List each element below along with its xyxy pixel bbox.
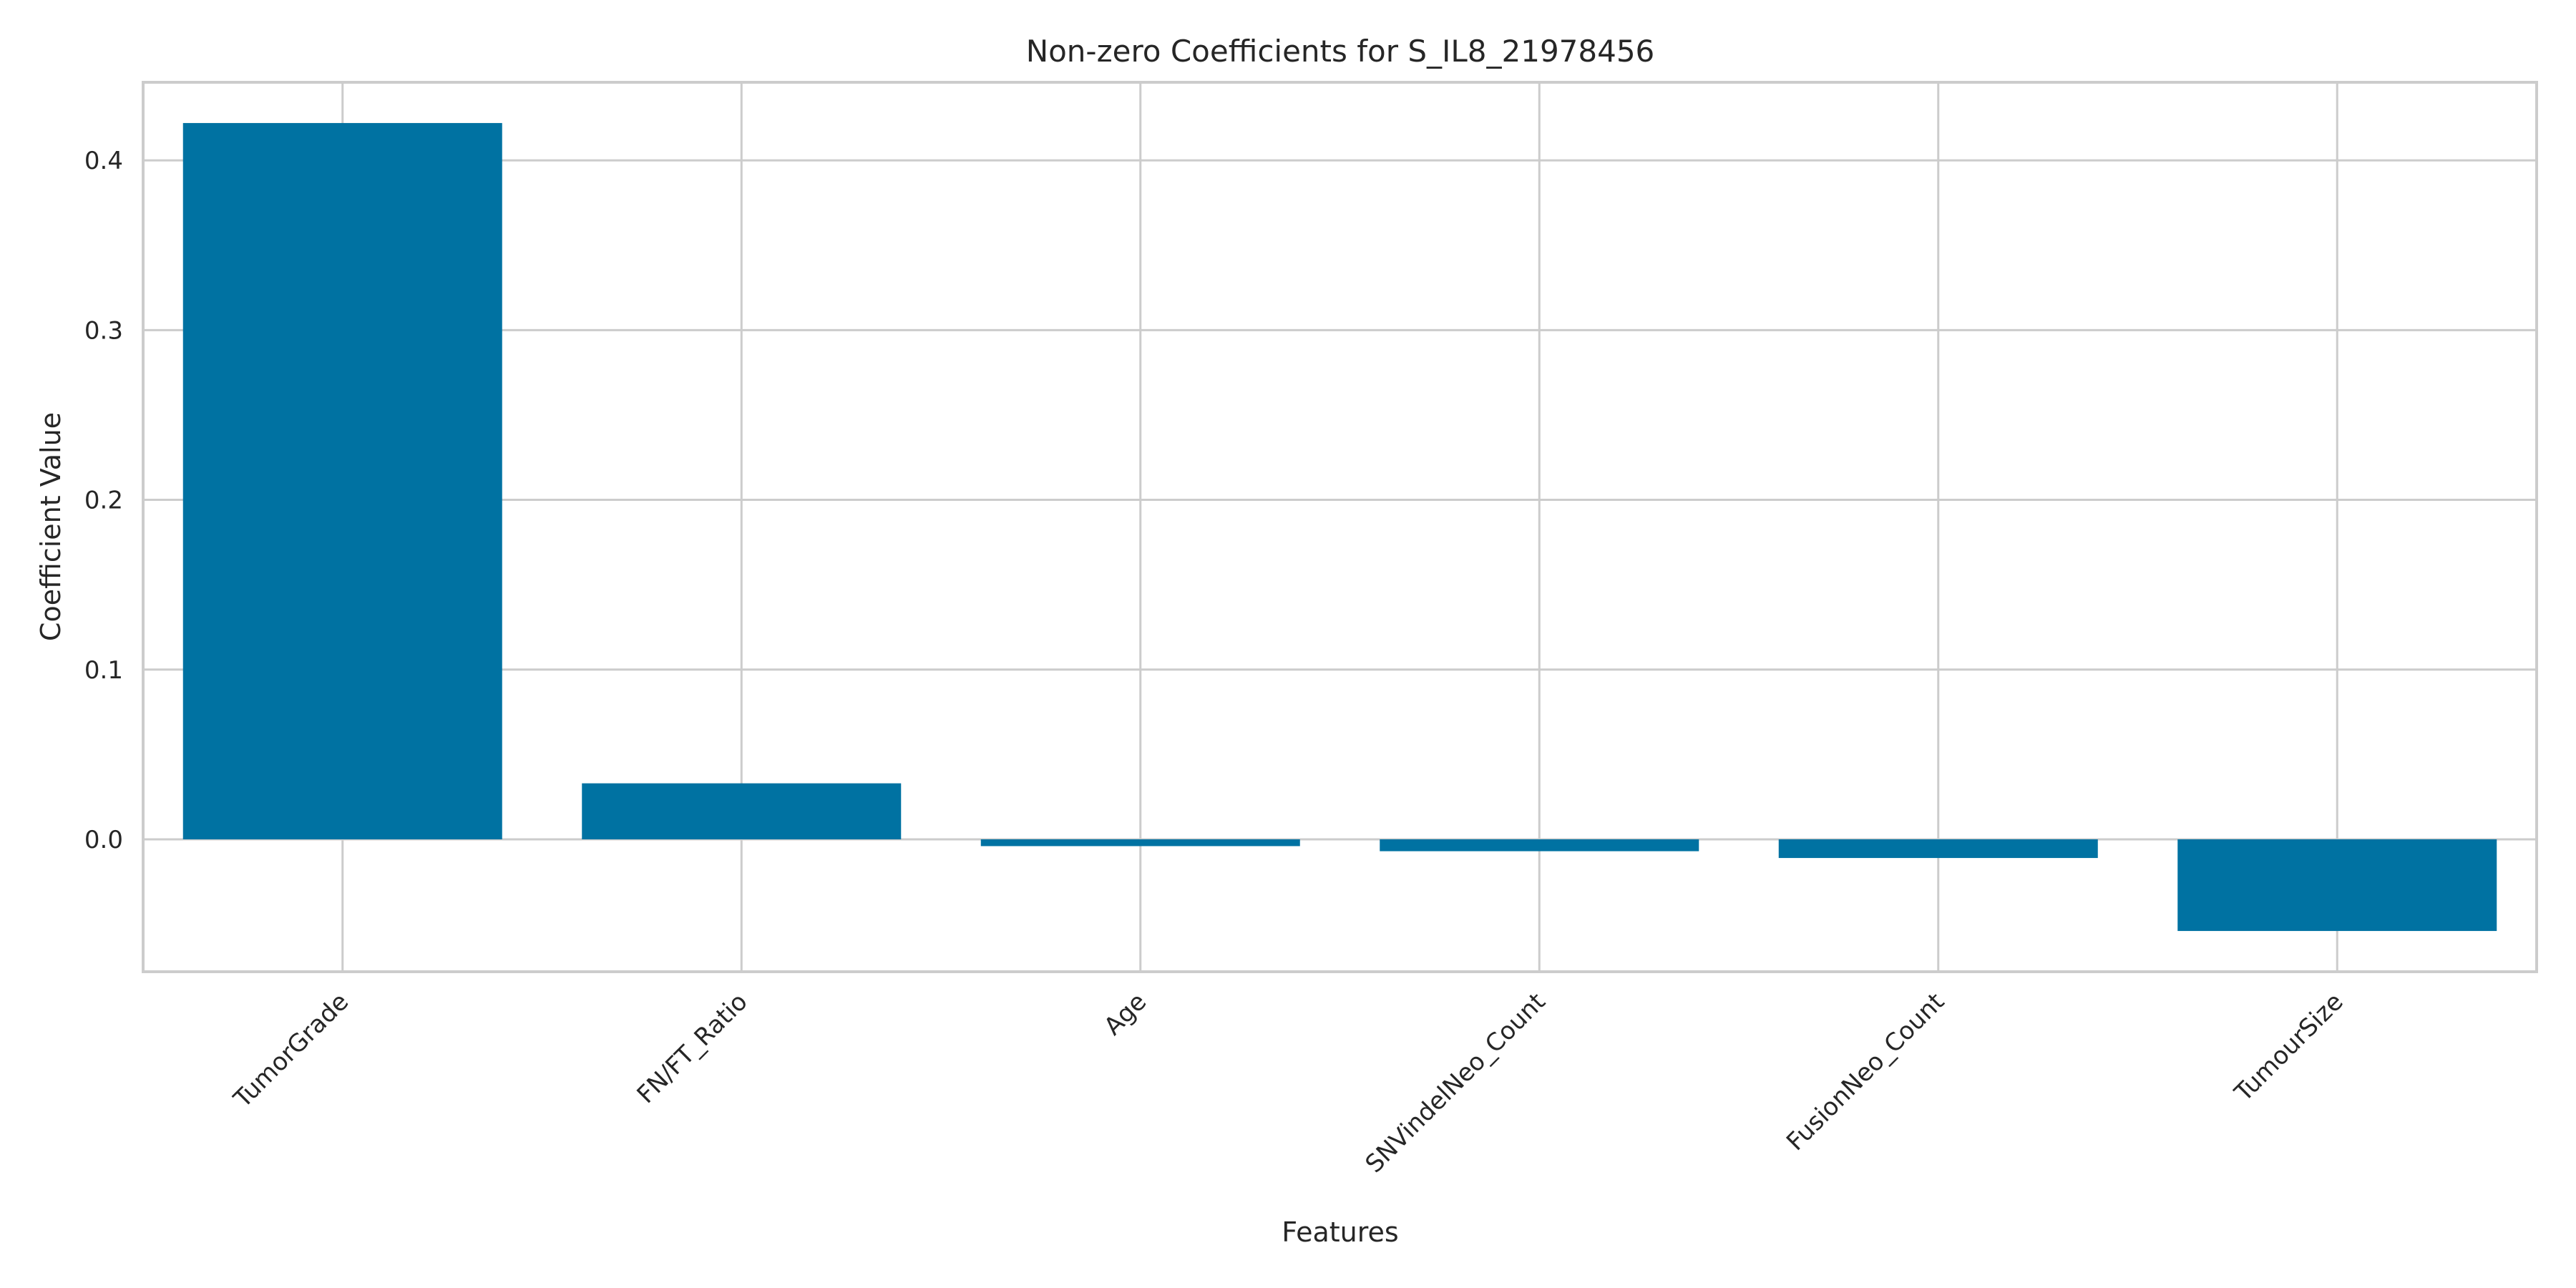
bars-layer (182, 122, 2497, 932)
y-tick-label: 0.4 (84, 147, 123, 175)
bar (582, 783, 902, 839)
y-tick-label: 0.0 (84, 826, 123, 854)
bar (980, 839, 1300, 847)
chart-title: Non-zero Coefficients for S_IL8_21978456 (1026, 34, 1655, 69)
plot-frame (142, 81, 2538, 973)
grid-layer (143, 82, 2537, 972)
bar (1380, 839, 1699, 852)
bar (182, 122, 502, 839)
x-axis-label: Features (1282, 1216, 1398, 1248)
y-tick-label: 0.2 (84, 487, 123, 515)
bar (2177, 839, 2497, 932)
bar (1778, 839, 2098, 859)
y-axis-label: Coefficient Value (35, 412, 67, 641)
y-tick-label: 0.3 (84, 316, 123, 345)
y-tick-label: 0.1 (84, 656, 123, 685)
y-tick-labels: 0.0 0.1 0.2 0.3 0.4 (84, 147, 123, 854)
